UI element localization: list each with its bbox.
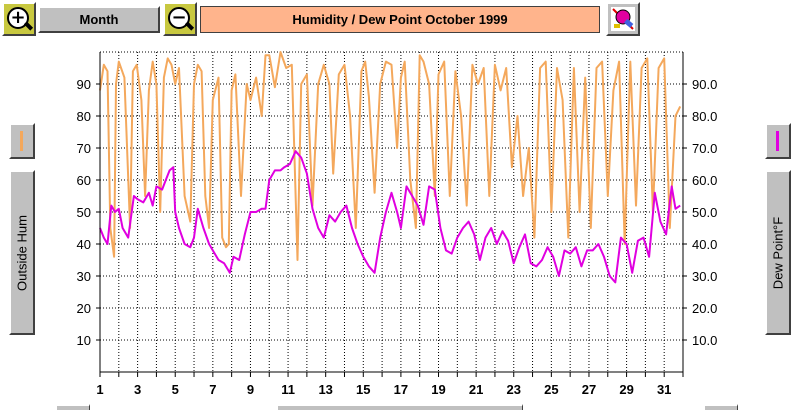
humidity-series-line — [99, 51, 682, 261]
eraser-icon — [611, 7, 635, 31]
y2-tick-label: 10.0 — [692, 333, 717, 348]
scroll-right-button[interactable] — [704, 404, 738, 410]
chart-title: Humidity / Dew Point October 1999 — [200, 6, 600, 33]
y2-tick-label: 90.0 — [692, 77, 717, 92]
dew-point-series-line — [99, 150, 681, 284]
y-tick-label: 20 — [77, 301, 91, 316]
x-tick-label: 13 — [318, 382, 332, 397]
y2-tick-label: 40.0 — [692, 237, 717, 252]
y2-tick-label: 30.0 — [692, 269, 717, 284]
y-tick-label: 40 — [77, 237, 91, 252]
x-tick-label: 27 — [582, 382, 596, 397]
y2-tick-label: 50.0 — [692, 205, 717, 220]
x-tick-label: 19 — [431, 382, 445, 397]
series-layer — [99, 51, 682, 284]
x-tick-label: 29 — [619, 382, 633, 397]
chart: 10 20 30 40 50 60 70 80 90 10.0 20.0 30.0 40.0 50.0 60… — [77, 51, 718, 397]
x-tick-label: 1 — [96, 382, 103, 397]
x-tick-label: 3 — [134, 382, 141, 397]
period-button[interactable]: Month — [38, 6, 160, 33]
zoom-out-icon: − — [168, 7, 190, 29]
y2-tick-label: 70.0 — [692, 141, 717, 156]
zoom-in-button[interactable]: + — [2, 2, 36, 36]
y-tick-label: 10 — [77, 333, 91, 348]
y-tick-label: 80 — [77, 109, 91, 124]
y-tick-label: 90 — [77, 77, 91, 92]
y-tick-label: 70 — [77, 141, 91, 156]
axes-frame — [96, 52, 687, 377]
humidity-legend-swatch[interactable] — [9, 123, 35, 159]
dew-point-legend-line — [776, 131, 779, 151]
tick-labels: 10 20 30 40 50 60 70 80 90 10.0 20.0 30.0 40.0 50.0 60… — [77, 77, 718, 397]
y-tick-label: 50 — [77, 205, 91, 220]
left-axis-button[interactable]: Outside Hum — [9, 170, 35, 335]
y-tick-label: 60 — [77, 173, 91, 188]
right-axis-button[interactable]: Dew Point°F — [765, 170, 791, 335]
zoom-in-icon: + — [7, 7, 29, 29]
scroll-left-button[interactable] — [56, 404, 90, 410]
x-tick-label: 9 — [247, 382, 254, 397]
y2-tick-label: 20.0 — [692, 301, 717, 316]
x-tick-label: 15 — [356, 382, 370, 397]
humidity-legend-line — [20, 131, 23, 151]
x-tick-label: 5 — [172, 382, 179, 397]
y2-tick-label: 80.0 — [692, 109, 717, 124]
magnifier-handle — [23, 21, 34, 31]
scroll-thumb[interactable] — [277, 404, 523, 410]
x-tick-label: 11 — [281, 382, 295, 397]
clear-button[interactable] — [606, 2, 640, 36]
x-tick-label: 25 — [544, 382, 558, 397]
y-tick-label: 30 — [77, 269, 91, 284]
x-tick-label: 31 — [657, 382, 671, 397]
y2-tick-label: 60.0 — [692, 173, 717, 188]
x-tick-label: 7 — [209, 382, 216, 397]
dew-point-legend-swatch[interactable] — [765, 123, 791, 159]
magnifier-handle — [184, 21, 195, 31]
x-tick-label: 17 — [394, 382, 408, 397]
zoom-out-button[interactable]: − — [163, 2, 197, 36]
x-tick-label: 23 — [507, 382, 521, 397]
x-tick-label: 21 — [469, 382, 483, 397]
